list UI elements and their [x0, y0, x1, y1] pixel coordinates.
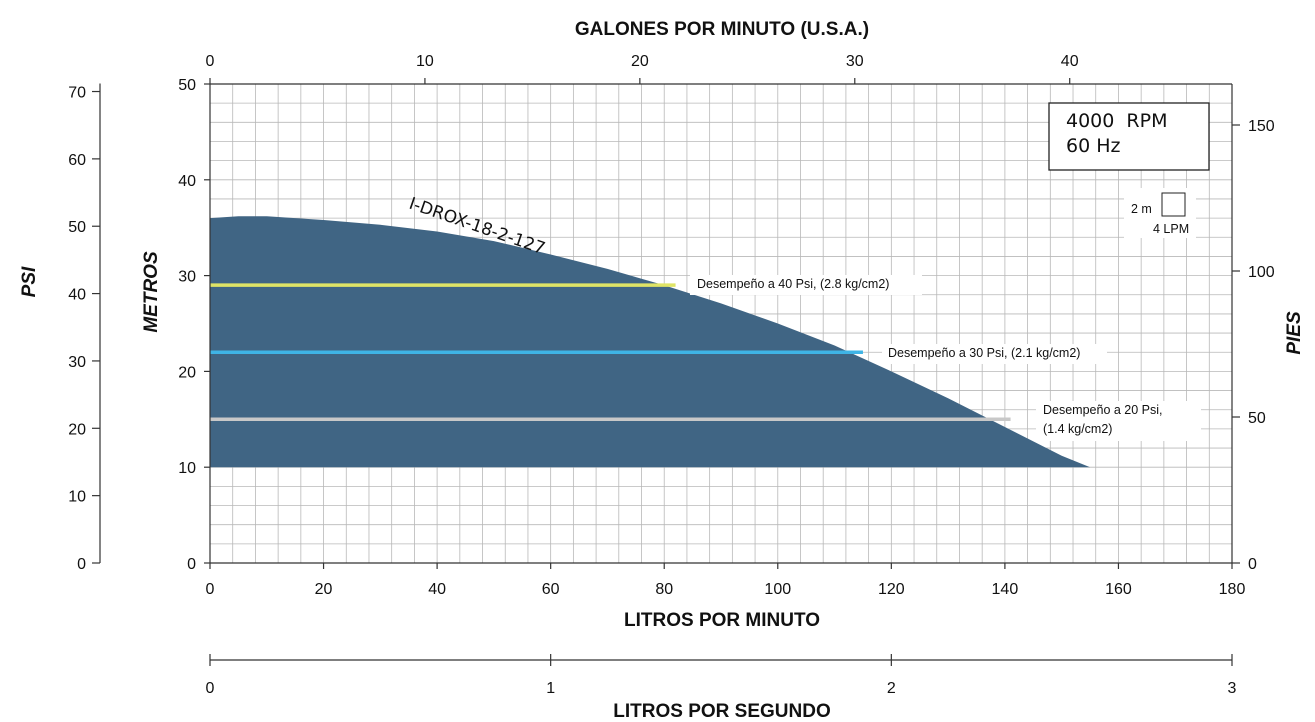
- meters-tick-label: 50: [178, 77, 196, 94]
- psi-tick-label: 0: [77, 556, 86, 573]
- psi-axis-title: PSI: [19, 266, 40, 297]
- performance-label-2: Desempeño a 20 Psi,: [1043, 403, 1163, 417]
- gpm-tick-label: 0: [206, 53, 215, 70]
- scale-meters-label: 2 m: [1131, 202, 1152, 216]
- psi-tick-label: 40: [68, 287, 86, 304]
- performance-label-2-line2: (1.4 kg/cm2): [1043, 422, 1112, 436]
- psi-tick-label: 60: [68, 152, 86, 169]
- gpm-tick-label: 20: [631, 53, 649, 70]
- speed-rpm-text: 4000 RPM: [1066, 110, 1168, 132]
- lpm-tick-label: 160: [1105, 581, 1132, 598]
- speed-hz-text: 60 Hz: [1066, 135, 1121, 157]
- lps-tick-label: 2: [887, 680, 896, 697]
- speed-box: [1048, 102, 1210, 171]
- meters-tick-label: 20: [178, 364, 196, 381]
- performance-lines: Desempeño a 40 Psi, (2.8 kg/cm2) Desempeñ…: [210, 275, 1201, 441]
- feet-tick-label: 100: [1248, 264, 1275, 281]
- lpm-tick-label: 20: [315, 581, 333, 598]
- feet-tick-label: 50: [1248, 410, 1266, 427]
- curve-area-group: [210, 216, 1091, 468]
- meters-tick-label: 40: [178, 173, 196, 190]
- psi-tick-label: 50: [68, 219, 86, 236]
- psi-tick-label: 10: [68, 489, 86, 506]
- meters-axis-title: METROS: [141, 251, 162, 333]
- meters-tick-label: 30: [178, 269, 196, 286]
- lpm-tick-label: 0: [206, 581, 215, 598]
- lpm-tick-label: 180: [1219, 581, 1246, 598]
- gpm-tick-label: 30: [846, 53, 864, 70]
- feet-axis-title: PIES: [1284, 311, 1305, 355]
- gpm-tick-label: 10: [416, 53, 434, 70]
- bottom-axis-title: LITROS POR MINUTO: [624, 610, 820, 631]
- meters-tick-label: 10: [178, 460, 196, 477]
- lpm-tick-label: 100: [764, 581, 791, 598]
- performance-curve-area: [210, 216, 1091, 468]
- gpm-tick-label: 40: [1061, 53, 1079, 70]
- feet-tick-label: 0: [1248, 556, 1257, 573]
- scale-lpm-label: 4 LPM: [1153, 222, 1189, 236]
- lpm-tick-label: 120: [878, 581, 905, 598]
- lps-tick-label: 1: [546, 680, 555, 697]
- feet-tick-label: 150: [1248, 118, 1275, 135]
- scale-square: [1161, 192, 1186, 217]
- lpm-tick-label: 140: [992, 581, 1019, 598]
- lpm-tick-label: 60: [542, 581, 560, 598]
- performance-label-bg: [1036, 401, 1201, 441]
- psi-tick-label: 20: [68, 421, 86, 438]
- performance-label-bg: [690, 275, 922, 295]
- performance-label-1: Desempeño a 30 Psi, (2.1 kg/cm2): [888, 346, 1080, 360]
- top-axis-title: GALONES POR MINUTO (U.S.A.): [575, 19, 869, 40]
- psi-tick-label: 30: [68, 354, 86, 371]
- psi-tick-label: 70: [68, 85, 86, 102]
- lpm-tick-label: 40: [428, 581, 446, 598]
- lpm-tick-label: 80: [655, 581, 673, 598]
- lps-tick-label: 0: [206, 680, 215, 697]
- performance-label-bg: [882, 344, 1107, 364]
- meters-tick-label: 0: [187, 556, 196, 573]
- performance-label-0: Desempeño a 40 Psi, (2.8 kg/cm2): [697, 277, 889, 291]
- lps-tick-label: 3: [1228, 680, 1237, 697]
- lps-axis-title: LITROS POR SEGUNDO: [613, 701, 830, 722]
